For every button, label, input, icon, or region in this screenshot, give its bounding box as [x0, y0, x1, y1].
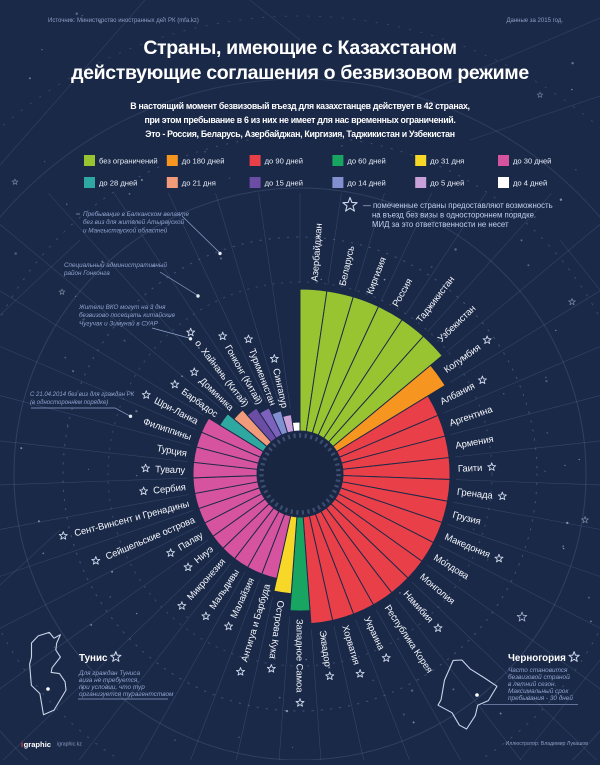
svg-text:Страны, имеющие с Казахстаном: Страны, имеющие с Казахстаном [143, 37, 456, 59]
svg-text:до 4 дней: до 4 дней [513, 179, 547, 188]
svg-text:безвизовой страной: безвизовой страной [508, 673, 570, 681]
svg-text:до 21 дня: до 21 дня [182, 179, 216, 188]
svg-text:Азербайджан: Азербайджан [310, 223, 325, 282]
svg-text:до 31 дня: до 31 дня [430, 157, 464, 166]
svg-text:район Гонконга: район Гонконга [63, 269, 110, 277]
svg-text:— помеченные страны предоставл: — помеченные страны предоставляют возмож… [363, 201, 553, 210]
svg-text:при условии, что тур: при условии, что тур [79, 684, 145, 691]
svg-text:без ограничений: без ограничений [99, 157, 158, 166]
svg-text:Западное Самоа: Западное Самоа [294, 619, 305, 693]
svg-text:С 21.04.2014 без виз для гражд: С 21.04.2014 без виз для граждан РК [30, 392, 135, 398]
svg-text:Для граждан Туниса: Для граждан Туниса [78, 669, 140, 677]
svg-text:В настоящий момент безвизовый: В настоящий момент безвизовый въезд для … [130, 101, 469, 111]
svg-text:Гренада: Гренада [456, 487, 494, 502]
svg-text:действующие соглашения о безви: действующие соглашения о безвизовом режи… [71, 62, 529, 84]
svg-text:в летний сезон.: в летний сезон. [508, 680, 556, 688]
svg-text:до 28 дней: до 28 дней [99, 179, 137, 188]
svg-text:без виз для жителей Атырауской: без виз для жителей Атырауской [83, 218, 185, 226]
svg-text:Чугучак и Зимунай в СУАР: Чугучак и Зимунай в СУАР [79, 319, 159, 327]
svg-text:пребывания - 30 дней: пребывания - 30 дней [508, 694, 573, 702]
svg-text:Источник: Министерство иностра: Источник: Министерство иностранных дел Р… [48, 18, 199, 24]
svg-text:i: i [21, 740, 23, 749]
svg-text:безвизово посещать китайские: безвизово посещать китайские [79, 311, 176, 319]
svg-text:Черногория: Черногория [508, 653, 566, 664]
svg-text:до 14 дней: до 14 дней [347, 179, 385, 188]
svg-text:Данные за 2015 год.: Данные за 2015 год. [506, 18, 563, 24]
svg-text:до 30 дней: до 30 дней [513, 157, 551, 166]
svg-text:виза не требуется,: виза не требуется, [79, 676, 139, 684]
svg-text:при этом пребывание в 6 из них: при этом пребывание в 6 из них не имеет … [144, 115, 455, 125]
svg-text:Сербия: Сербия [153, 482, 187, 497]
svg-text:МИД за это ответственности не: МИД за это ответственности не несет [372, 220, 509, 229]
svg-text:до 180 дней: до 180 дней [182, 157, 225, 166]
svg-text:Гаити: Гаити [458, 463, 483, 475]
svg-text:до 60 дней: до 60 дней [347, 157, 385, 166]
svg-text:Иллюстратор: Владимир Лукашов: Иллюстратор: Владимир Лукашов [506, 741, 589, 747]
svg-text:Тувалу: Тувалу [155, 464, 186, 476]
svg-text:graphic: graphic [24, 740, 51, 749]
svg-text:Это - Россия, Беларусь, Азерба: Это - Россия, Беларусь, Азербайджан, Кир… [145, 129, 454, 139]
svg-text:Пребывание в Балканском велаят: Пребывание в Балканском велаяте [83, 210, 189, 218]
svg-text:Тунис: Тунис [79, 653, 108, 664]
svg-text:организуется турагентством: организуется турагентством [79, 691, 174, 698]
svg-text:до 90 дней: до 90 дней [265, 157, 303, 166]
svg-text:Часто становится: Часто становится [508, 667, 568, 674]
svg-text:Специальный административный: Специальный административный [64, 261, 167, 269]
svg-text:и Мангыстауской областей: и Мангыстауской областей [83, 226, 168, 234]
svg-text:до 5 дней: до 5 дней [430, 179, 464, 188]
svg-text:(в одностороннем порядке): (в одностороннем порядке) [30, 400, 108, 406]
svg-text:Максимальный срок: Максимальный срок [508, 687, 569, 695]
svg-text:Эквадор: Эквадор [317, 630, 333, 668]
svg-text:до 15 дней: до 15 дней [265, 179, 303, 188]
svg-text:igraphic.kz: igraphic.kz [57, 742, 82, 748]
svg-text:на въезд без визы в односторон: на въезд без визы в одностороннем порядк… [372, 211, 536, 220]
svg-text:Турция: Турция [156, 443, 188, 459]
svg-text:Жители ВКО могут на 3 дня: Жители ВКО могут на 3 дня [78, 303, 166, 311]
